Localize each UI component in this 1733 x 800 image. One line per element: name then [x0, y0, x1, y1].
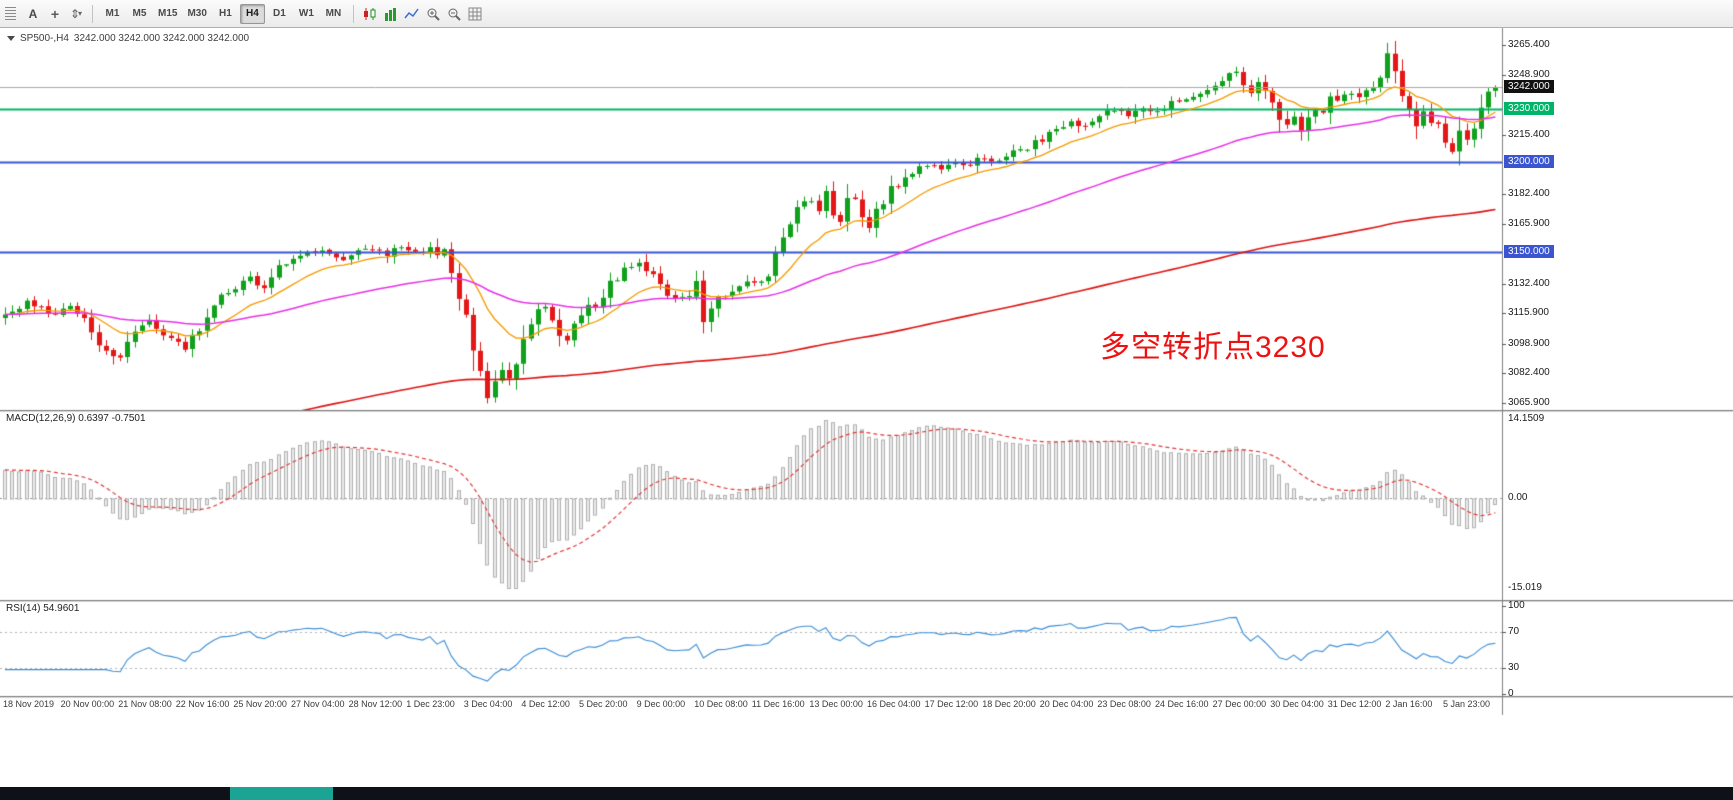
symbol-period-label: SP500-,H4 [20, 33, 69, 44]
scale-arrows-glyph: ⇕ [69, 6, 81, 21]
zoom-out-icon[interactable] [444, 4, 464, 24]
grid-icon[interactable] [465, 4, 485, 24]
timeframe-button-w1[interactable]: W1 [294, 4, 319, 24]
candlestick-chart-icon[interactable] [360, 4, 380, 24]
chart-symbol-header: SP500-,H4 3242.000 3242.000 3242.000 324… [7, 33, 249, 44]
chevron-down-icon: ▾ [78, 9, 83, 18]
rsi-indicator-label: RSI(14) 54.9601 [6, 603, 80, 614]
vertical-scale-icon[interactable]: ⇕ ▾ [66, 4, 86, 24]
taskbar-app-segment[interactable] [230, 787, 333, 800]
ohlc-values: 3242.000 3242.000 3242.000 3242.000 [73, 33, 250, 44]
timeframe-button-mn[interactable]: MN [321, 4, 346, 24]
taskbar[interactable] [0, 787, 1733, 800]
timeframe-button-m1[interactable]: M1 [100, 4, 125, 24]
text-tool-button[interactable]: A [23, 4, 43, 24]
timeframe-button-h1[interactable]: H1 [213, 4, 238, 24]
timeframe-button-d1[interactable]: D1 [267, 4, 292, 24]
timeframe-button-m15[interactable]: M15 [154, 4, 181, 24]
toolbar-separator [352, 4, 354, 23]
macd-indicator-label: MACD(12,26,9) 0.6397 -0.7501 [6, 413, 146, 424]
timeframe-group: M1 M5 M15 M30 H1 H4 D1 W1 MN [99, 3, 347, 24]
timeframe-button-m30[interactable]: M30 [183, 4, 210, 24]
chart-annotation-text[interactable]: 多空转折点3230 [1100, 331, 1326, 364]
line-chart-icon[interactable] [402, 4, 422, 24]
symbol-dropdown-icon[interactable] [7, 36, 15, 41]
toolbar-grip-icon[interactable] [5, 7, 16, 20]
toolbar-separator [92, 4, 93, 23]
toolbar: A + ⇕ ▾ M1 M5 M15 M30 H1 H4 D1 W1 MN [0, 0, 1733, 28]
timeframe-button-m5[interactable]: M5 [127, 4, 152, 24]
bar-chart-icon[interactable] [381, 4, 401, 24]
timeframe-button-h4[interactable]: H4 [239, 3, 265, 24]
zoom-in-icon[interactable] [423, 4, 443, 24]
crosshair-icon[interactable]: + [50, 5, 60, 22]
